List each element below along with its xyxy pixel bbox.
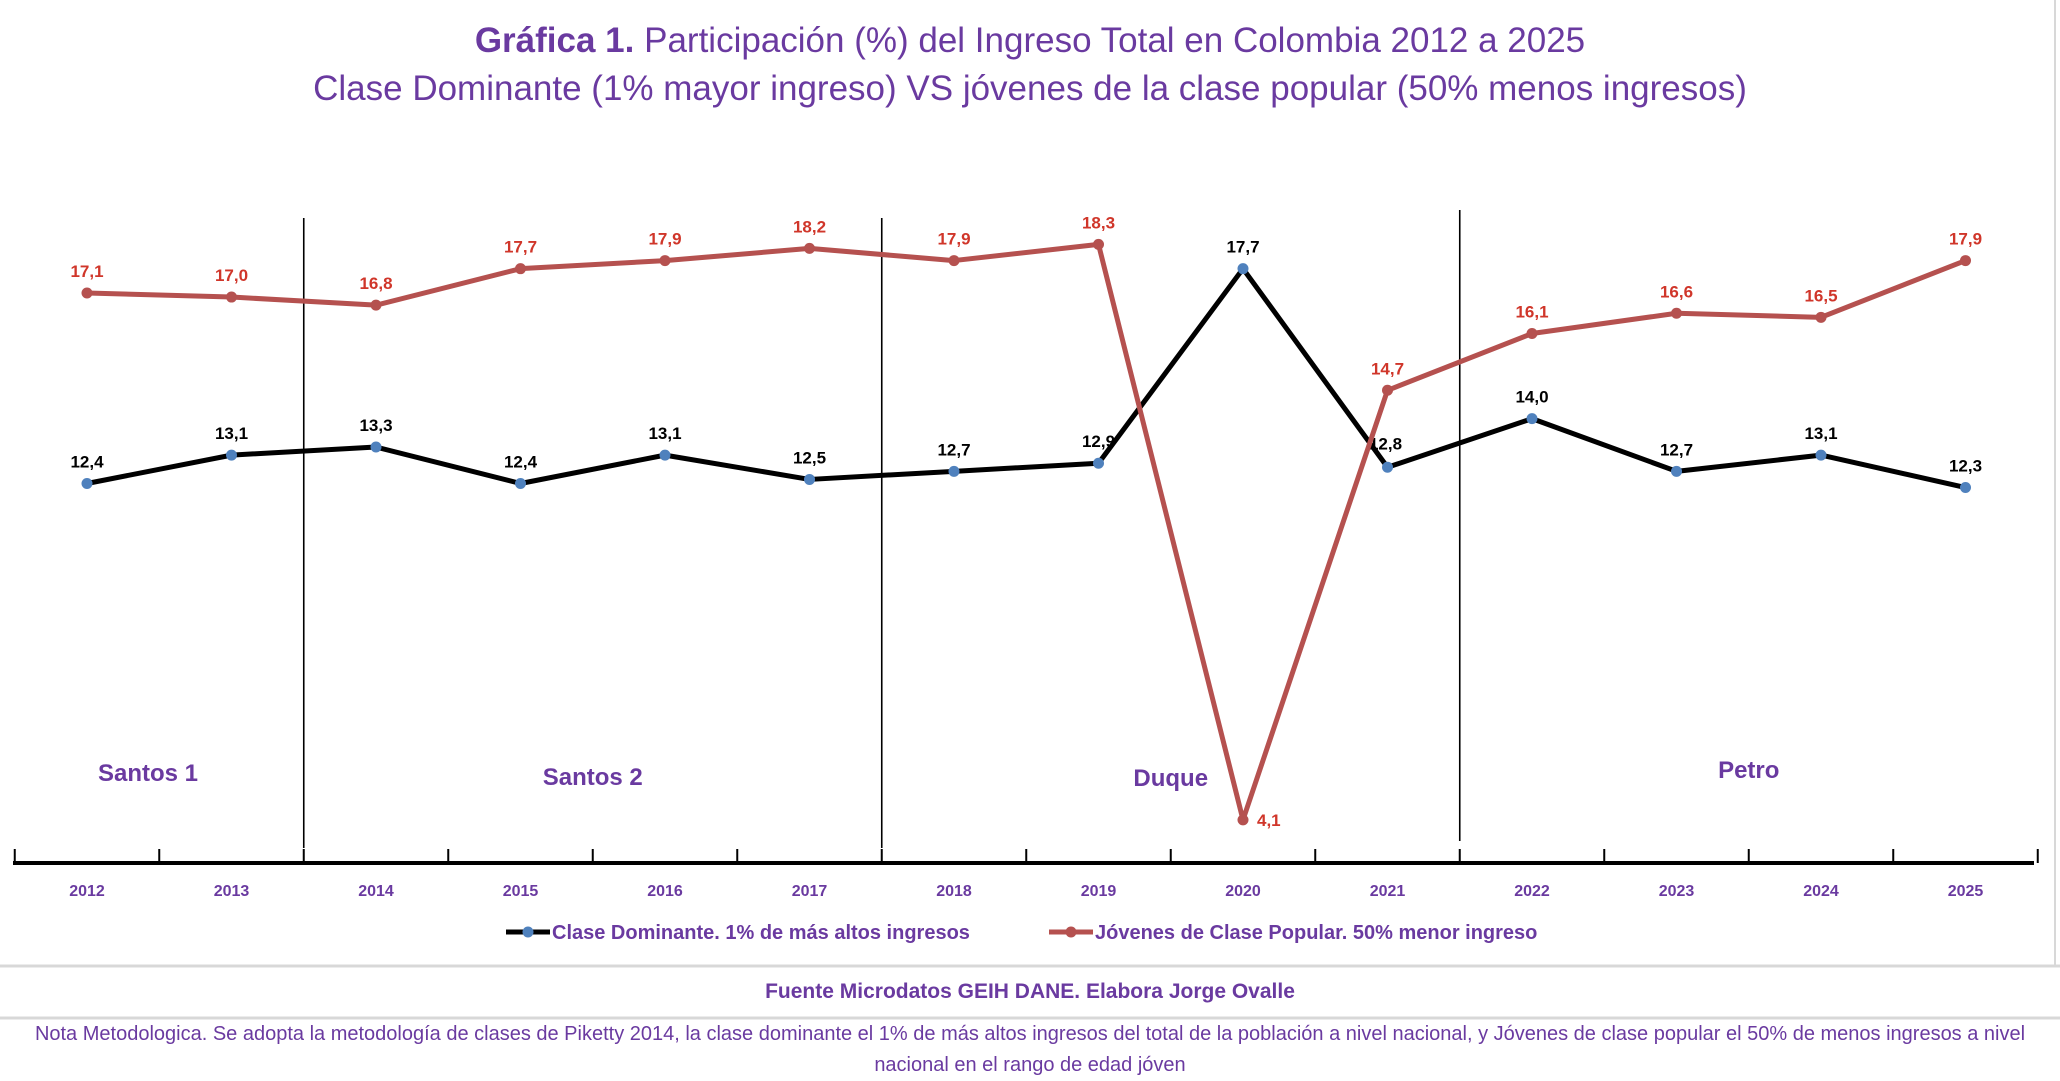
data-point xyxy=(804,473,815,485)
data-label: 18,2 xyxy=(793,217,826,236)
data-point xyxy=(1671,465,1682,477)
data-label: 17,9 xyxy=(648,230,681,249)
data-point xyxy=(226,449,237,461)
data-point xyxy=(370,441,382,453)
period-label: Santos 1 xyxy=(98,760,198,787)
data-point xyxy=(659,449,671,461)
series-line xyxy=(86,241,1967,823)
data-point xyxy=(1237,263,1249,275)
x-tick-label: 2012 xyxy=(69,883,105,900)
x-tick-label: 2019 xyxy=(1081,883,1117,900)
data-point xyxy=(1237,814,1249,826)
data-point xyxy=(948,465,960,477)
data-point xyxy=(81,477,93,489)
data-label: 12,5 xyxy=(793,448,826,467)
data-label: 18,3 xyxy=(1082,213,1115,232)
data-point xyxy=(226,291,237,303)
data-point xyxy=(515,263,526,275)
data-label: 12,3 xyxy=(1949,457,1982,476)
data-point xyxy=(1382,384,1393,396)
x-tick-label: 2017 xyxy=(792,883,828,900)
data-label: 4,1 xyxy=(1257,811,1281,830)
legend-marker xyxy=(1065,926,1077,938)
data-label: 12,8 xyxy=(1369,434,1402,453)
data-label: 16,8 xyxy=(359,274,392,293)
data-label: 17,9 xyxy=(937,230,970,249)
data-point xyxy=(1093,457,1104,469)
data-label: 14,7 xyxy=(1371,359,1404,378)
data-point xyxy=(1960,482,1971,494)
data-label: 13,1 xyxy=(1804,424,1837,443)
data-point xyxy=(1960,255,1971,267)
data-label: 14,0 xyxy=(1515,388,1548,407)
source-note: Fuente Microdatos GEIH DANE. Elabora Jor… xyxy=(765,980,1295,1003)
x-tick-label: 2021 xyxy=(1370,883,1406,900)
data-point xyxy=(1382,461,1393,473)
data-label: 17,0 xyxy=(215,266,248,285)
data-label: 16,6 xyxy=(1660,282,1693,301)
data-label: 17,9 xyxy=(1949,230,1982,249)
data-label: 12,9 xyxy=(1082,432,1115,451)
x-tick-label: 2018 xyxy=(936,883,972,900)
data-point xyxy=(659,255,671,267)
data-label: 12,7 xyxy=(937,440,970,459)
data-label: 12,4 xyxy=(504,452,538,471)
x-tick-label: 2025 xyxy=(1948,883,1984,900)
data-point xyxy=(1526,328,1538,340)
series-line xyxy=(86,266,1967,490)
data-point xyxy=(81,287,93,299)
x-tick-label: 2013 xyxy=(214,883,250,900)
data-point xyxy=(1526,413,1538,425)
period-label: Santos 2 xyxy=(543,764,643,791)
x-tick-label: 2014 xyxy=(358,883,394,900)
data-label: 16,1 xyxy=(1515,303,1548,322)
data-point xyxy=(1815,449,1827,461)
data-label: 12,7 xyxy=(1660,440,1693,459)
x-tick-label: 2022 xyxy=(1514,883,1550,900)
data-label: 13,3 xyxy=(359,416,392,435)
chart-title: Gráfica 1. Participación (%) del Ingreso… xyxy=(475,21,1585,60)
x-tick-label: 2016 xyxy=(647,883,683,900)
legend-label: Jóvenes de Clase Popular. 50% menor ingr… xyxy=(1095,922,1537,944)
legend-marker xyxy=(522,926,534,938)
chart-subtitle: Clase Dominante (1% mayor ingreso) VS jó… xyxy=(313,69,1747,108)
data-point xyxy=(515,477,526,489)
period-label: Duque xyxy=(1133,765,1208,792)
x-tick-label: 2015 xyxy=(503,883,539,900)
data-point xyxy=(370,299,382,311)
x-tick-label: 2024 xyxy=(1803,883,1839,900)
data-label: 13,1 xyxy=(648,424,681,443)
data-point xyxy=(804,242,815,254)
data-point xyxy=(1815,311,1827,323)
data-label: 13,1 xyxy=(215,424,248,443)
data-point xyxy=(948,255,960,267)
methodology-note: Nota Metodologica. Se adopta la metodolo… xyxy=(34,1023,2026,1076)
data-label: 17,7 xyxy=(504,238,537,257)
data-label: 17,7 xyxy=(1226,238,1259,257)
x-tick-label: 2023 xyxy=(1659,883,1695,900)
legend-label: Clase Dominante. 1% de más altos ingreso… xyxy=(552,922,970,944)
data-point xyxy=(1671,307,1682,319)
data-label: 12,4 xyxy=(70,452,104,471)
data-label: 17,1 xyxy=(70,262,103,281)
data-point xyxy=(1093,238,1104,250)
period-label: Petro xyxy=(1718,757,1779,784)
x-tick-label: 2020 xyxy=(1225,883,1261,900)
data-label: 16,5 xyxy=(1804,286,1837,305)
